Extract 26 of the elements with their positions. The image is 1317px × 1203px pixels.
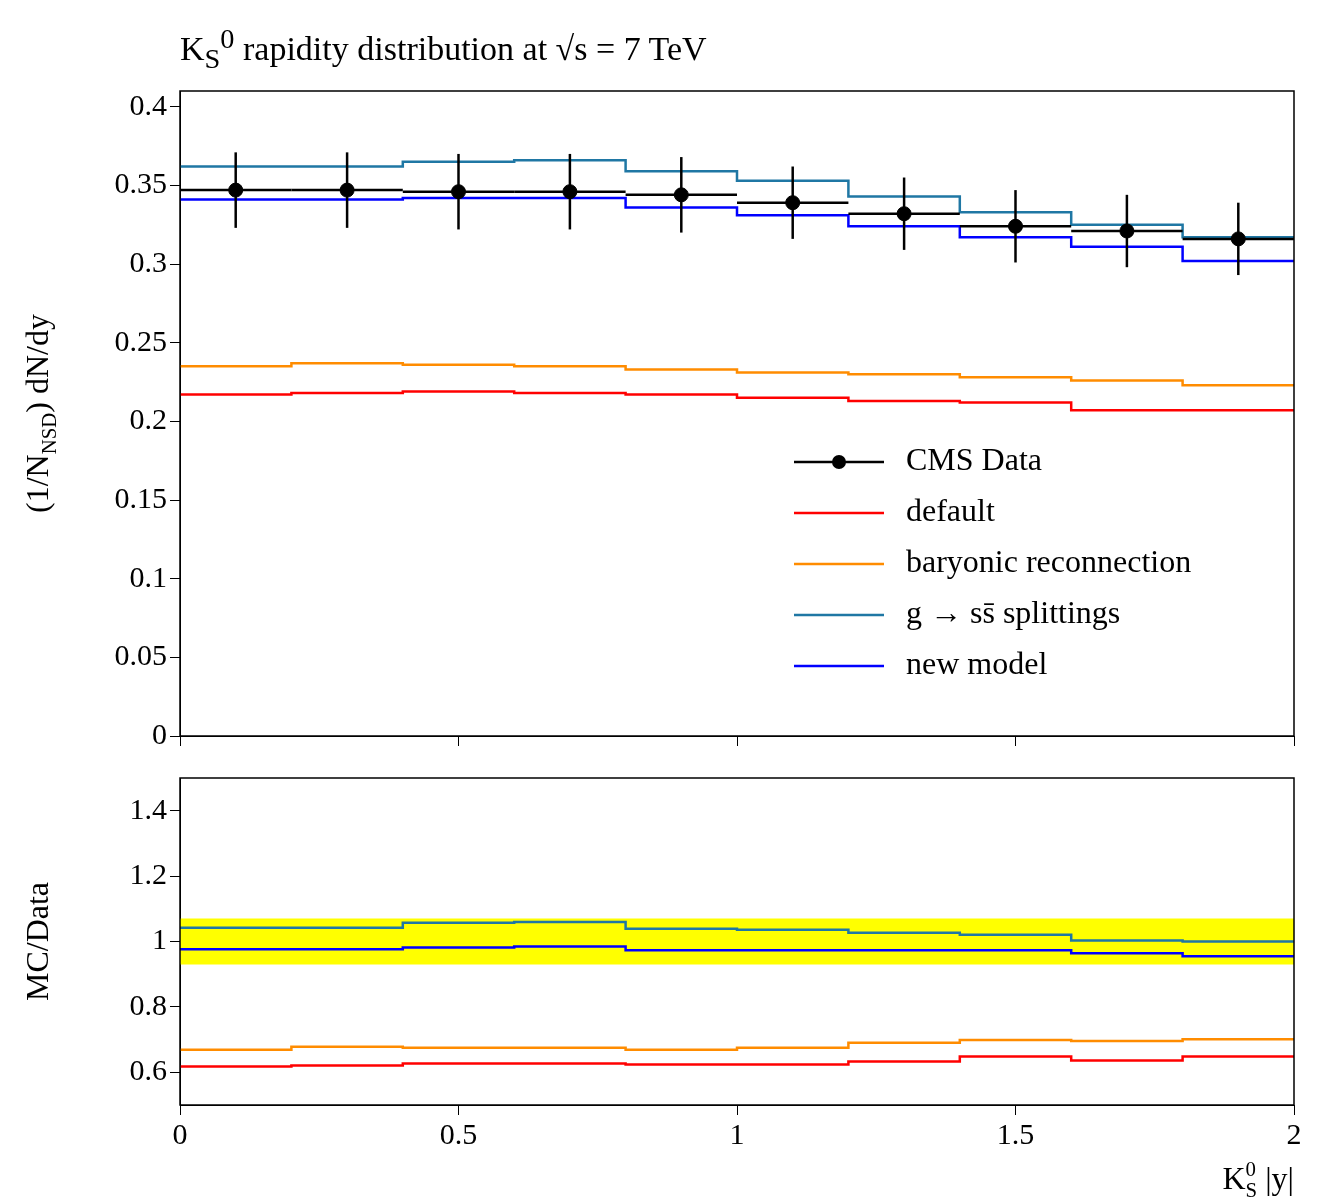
x-tick-label: 1 (729, 1116, 745, 1150)
y-tick-label: 0.6 (129, 1053, 167, 1087)
y-tick-label: 0.3 (129, 244, 167, 278)
chart-title: K$_{S}$$^{0}$ rapidity distribution at √s = 7 TeV (179, 22, 708, 75)
y-axis-title: (1/NNSD) dN/dy (19, 314, 60, 513)
x-tick-label: 0.5 (439, 1116, 478, 1150)
y-tick-label: 0.2 (129, 402, 167, 436)
y-tick-label: 0.4 (129, 87, 167, 121)
y-tick-label: 1 (152, 922, 167, 956)
x-tick-label: 1.5 (996, 1116, 1035, 1150)
legend-label: baryonic reconnection (906, 543, 1192, 580)
legend-label: default (906, 492, 995, 529)
legend-label: CMS Data (906, 441, 1042, 478)
y-tick-label: 0.1 (129, 559, 167, 593)
y-tick-label: 0 (152, 716, 167, 750)
legend-label: new model (906, 645, 1048, 682)
x-tick-label: 2 (1286, 1116, 1302, 1150)
y-tick-label: 0.35 (114, 166, 167, 200)
y-tick-label: 1.4 (129, 791, 167, 825)
y-tick-label: 0.15 (114, 480, 167, 514)
y-tick-label: 0.25 (114, 323, 167, 357)
y-tick-label: 0.8 (129, 987, 167, 1021)
y-axis-title: MC/Data (19, 881, 55, 1002)
y-tick-label: 0.05 (114, 638, 167, 672)
legend-label: g → ss̄ splittings (906, 594, 1121, 631)
y-tick-label: 1.2 (129, 856, 167, 890)
